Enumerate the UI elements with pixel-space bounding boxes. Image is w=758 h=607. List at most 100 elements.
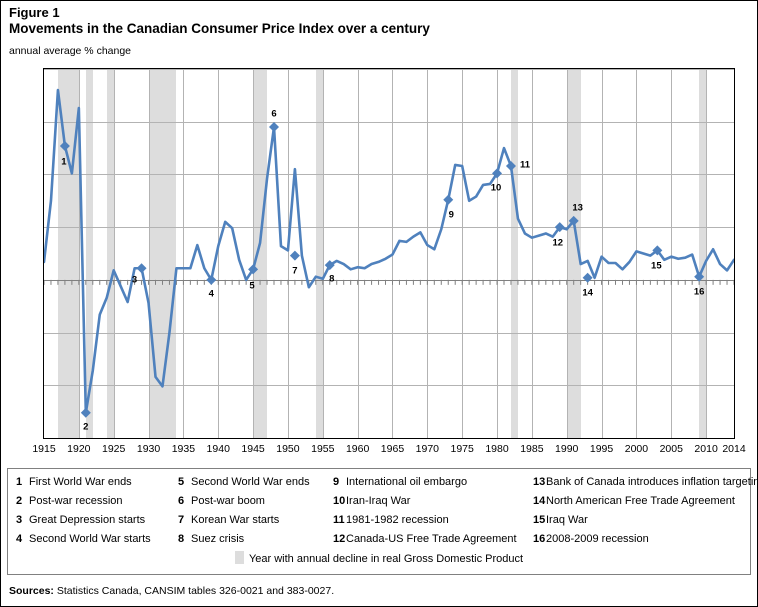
legend-item-number: 6 <box>178 495 185 507</box>
data-point-label-1: 1 <box>61 156 67 168</box>
legend-item-number: 4 <box>16 533 23 545</box>
x-tick-label: 2000 <box>624 443 649 455</box>
legend-item-label: Post-war boom <box>191 495 265 507</box>
recession-band <box>699 69 707 438</box>
legend-item-label: Second World War ends <box>191 476 310 488</box>
vertical-gridline <box>113 69 115 438</box>
x-tick-label: 1945 <box>241 443 265 455</box>
cpi-line <box>44 88 734 415</box>
data-point-label-13: 13 <box>572 202 583 214</box>
vertical-gridline <box>427 69 429 438</box>
legend-item-number: 15 <box>533 514 546 526</box>
x-tick-label: 1975 <box>450 443 474 455</box>
recession-band <box>510 69 518 438</box>
legend-item-number: 1 <box>16 476 23 488</box>
legend-item-number: 14 <box>533 495 546 507</box>
legend-column: 9 International oil embargo 10Iran-Iraq Wa… <box>333 473 517 549</box>
horizontal-gridline <box>44 174 734 176</box>
legend-item-label: Second World War starts <box>29 533 151 545</box>
legend-column: 13Bank of Canada introduces inflation ta… <box>533 473 758 549</box>
vertical-gridline <box>566 69 568 438</box>
x-tick-label: 1940 <box>206 443 230 455</box>
legend-item-number: 2 <box>16 495 23 507</box>
x-tick-label: 1915 <box>32 443 56 455</box>
sources-note: Sources: Statistics Canada, CANSIM table… <box>9 585 334 597</box>
legend-item: 111981-1982 recession <box>333 511 517 530</box>
vertical-gridline <box>148 69 150 438</box>
legend-column: 5 Second World War ends 6 Post-war boom 7 Kor… <box>178 473 310 549</box>
data-point-marker <box>505 160 516 171</box>
data-point-label-6: 6 <box>271 108 277 120</box>
legend-item-label: North American Free Trade Agreement <box>546 495 735 507</box>
legend-item: 12Canada-US Free Trade Agreement <box>333 530 517 549</box>
horizontal-gridline <box>44 438 734 439</box>
vertical-gridline <box>183 69 185 438</box>
data-point-marker <box>694 271 705 282</box>
data-point-label-3: 3 <box>131 274 138 286</box>
data-point-label-14: 14 <box>582 287 593 299</box>
vertical-gridline <box>497 69 499 438</box>
legend-item-label: Iraq War <box>546 514 588 526</box>
legend-item: 7 Korean War starts <box>178 511 310 530</box>
x-tick-label: 1955 <box>311 443 335 455</box>
y-axis-units-label: annual average % change <box>9 45 132 57</box>
recession-band <box>85 69 93 438</box>
vertical-gridline <box>636 69 638 438</box>
legend-item-label: Bank of Canada introduces inflation targ… <box>546 476 758 488</box>
legend-item-number: 11 <box>333 514 345 526</box>
sources-text: Statistics Canada, CANSIM tables 326-002… <box>53 585 335 597</box>
data-point-marker <box>324 260 335 271</box>
data-point-label-9: 9 <box>448 209 454 221</box>
x-tick-label: 1930 <box>136 443 161 455</box>
x-tick-label: 1965 <box>380 443 405 455</box>
vertical-gridline <box>601 69 603 438</box>
x-axis-tick-marks <box>44 279 734 285</box>
legend-item: 1 First World War ends <box>16 473 151 492</box>
recession-band <box>253 69 268 438</box>
legend-item-number: 12 <box>333 533 346 545</box>
plot-area: 1 2 3 4 5 6 7 8 9 10 11 12 13 14 15 16 <box>43 68 735 439</box>
data-point-marker <box>206 274 217 285</box>
horizontal-gridline <box>44 332 734 334</box>
legend-item-number: 8 <box>178 533 185 545</box>
vertical-gridline <box>671 69 673 438</box>
data-point-label-2: 2 <box>83 421 89 433</box>
recession-band <box>566 69 581 438</box>
legend-item-label: Post-war recession <box>29 495 123 507</box>
data-point-marker <box>289 250 300 261</box>
data-point-label-15: 15 <box>651 260 662 272</box>
legend-item: 5 Second World War ends <box>178 473 310 492</box>
recession-band <box>315 69 323 438</box>
x-tick-label: 1985 <box>520 443 544 455</box>
legend-item: 162008-2009 recession <box>533 530 757 549</box>
legend-item-number: 5 <box>178 476 185 488</box>
page-title: Movements in the Canadian Consumer Price… <box>9 21 430 36</box>
vertical-gridline <box>357 69 359 438</box>
legend-band-note-text: Year with annual decline in real Gross D… <box>248 553 524 565</box>
figure-label: Figure 1 <box>9 5 60 20</box>
zero-axis-line <box>44 279 734 281</box>
legend-item-label: Great Depression starts <box>29 514 146 526</box>
legend-item: 6 Post-war boom <box>178 492 310 511</box>
data-point-marker <box>80 407 91 418</box>
legend-item: 10Iran-Iraq War <box>333 492 517 511</box>
legend-item: 9 International oil embargo <box>333 473 517 492</box>
vertical-gridline <box>218 69 220 438</box>
legend-band-note: Year with annual decline in real Gross D… <box>8 551 750 565</box>
horizontal-gridline <box>44 121 734 123</box>
data-point-label-5: 5 <box>249 280 255 292</box>
legend-item-label: Iran-Iraq War <box>346 495 411 507</box>
cpi-line-series <box>44 88 734 418</box>
x-tick-label: 1960 <box>345 443 370 455</box>
legend-item-number: 7 <box>178 514 185 526</box>
x-tick-label: 2014 <box>722 443 746 455</box>
data-point-label-7: 7 <box>292 265 298 277</box>
data-point-marker <box>443 194 454 205</box>
data-point-marker <box>269 121 279 132</box>
x-tick-label: 1925 <box>102 443 126 455</box>
legend-item-number: 9 <box>333 476 340 488</box>
legend-item-number: 10 <box>333 495 346 507</box>
legend-item-label: 1981-1982 recession <box>346 514 449 526</box>
